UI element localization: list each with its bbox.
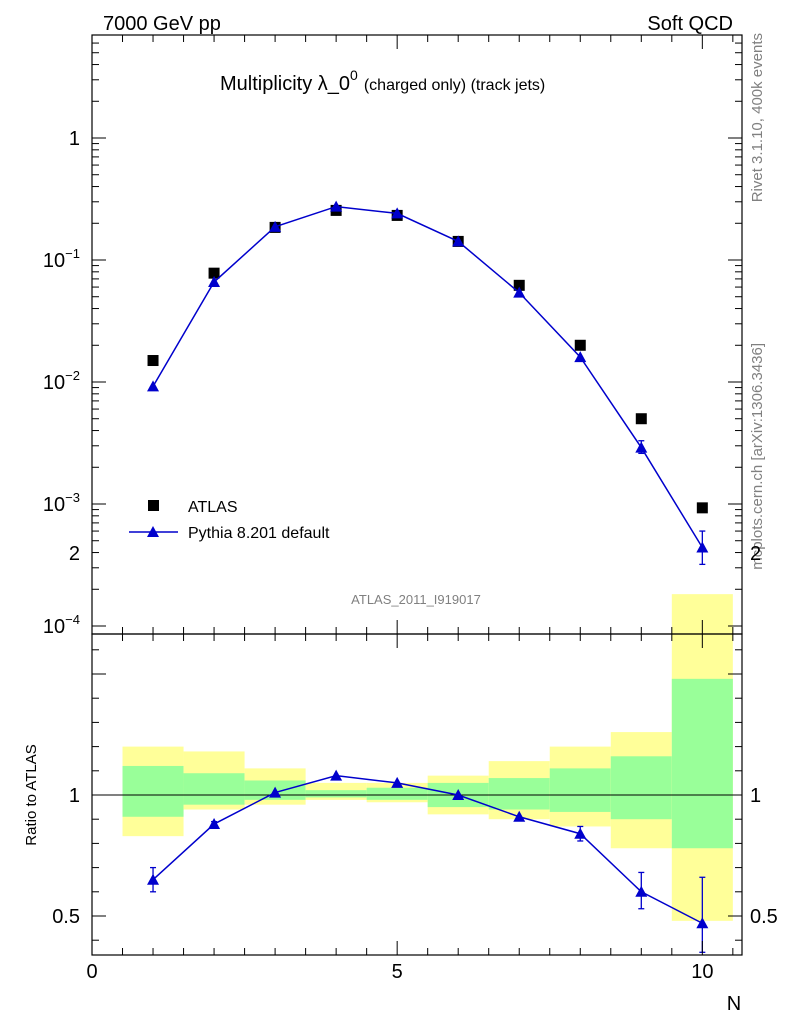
ratio-band-stat-8: [549, 768, 611, 812]
pythia-point-5: [391, 207, 404, 219]
ratio-point-10: [696, 917, 709, 929]
pythia-point-8: [574, 351, 587, 363]
axis-ticks: [91, 35, 742, 955]
y-tick-label-main: 1: [69, 128, 80, 150]
ratio-point-9: [635, 885, 648, 897]
plot-title: Multiplicity λ_00 (charged only) (track j…: [220, 67, 545, 95]
ratio-band-stat-5: [366, 787, 428, 800]
pythia-point-1: [147, 380, 160, 392]
pythia-point-9: [635, 441, 648, 453]
y-tick-label-ratio-right: 0.5: [750, 906, 778, 928]
pythia-point-4: [330, 200, 343, 212]
ratio-point-7: [513, 810, 526, 822]
y-tick-label-ratio-right: 1: [750, 785, 761, 807]
atlas-point-10: [696, 502, 708, 514]
analysis-watermark: ATLAS_2011_I919017: [351, 592, 481, 607]
y-tick-label-ratio-left: 1: [69, 785, 80, 807]
ratio-point-3: [269, 786, 282, 798]
ratio-point-6: [452, 789, 465, 800]
atlas-point-7: [513, 279, 525, 291]
y-tick-label-main: 10−3: [43, 490, 80, 516]
y-tick-label-main: 10−1: [43, 246, 80, 272]
axis-tick-labels: 0 5 10 10−4 10−3 10−2 10−1 1 0.5 0.5 1 1 2 2: [43, 128, 778, 983]
y-tick-label-main: 10−4: [43, 612, 80, 638]
x-axis-label: N: [727, 993, 741, 1015]
main-panel-series: [147, 200, 709, 566]
ratio-band-stat-1: [122, 765, 184, 817]
ratio-band-stat-4: [305, 790, 367, 798]
legend: ATLAS Pythia 8.201 default: [129, 499, 330, 542]
legend-atlas-label: ATLAS: [188, 499, 238, 516]
y-tick-label-ratio-right: 2: [750, 543, 761, 565]
ratio-series: [147, 769, 709, 953]
legend-pythia-label: Pythia 8.201 default: [188, 525, 330, 542]
ratio-point-8: [574, 827, 587, 839]
atlas-point-9: [635, 413, 647, 425]
atlas-point-2: [208, 267, 220, 279]
title-sub: (charged only) (track jets): [364, 77, 545, 94]
ratio-band-stat-2: [183, 773, 245, 805]
ratio-pythia-line: [152, 774, 703, 924]
x-tick-label-5: 5: [392, 961, 403, 983]
title-main: Multiplicity λ_0: [220, 73, 350, 95]
pythia-point-2: [208, 276, 221, 288]
header-right: Soft QCD: [647, 13, 733, 35]
atlas-point-8: [574, 339, 586, 351]
ratio-band-stat-9: [610, 756, 672, 820]
ratio-point-4: [330, 769, 343, 781]
pythia-point-6: [452, 235, 465, 247]
x-tick-label-0: 0: [86, 961, 97, 983]
ratio-band-stat-7: [488, 778, 550, 810]
header-left: 7000 GeV pp: [103, 13, 221, 35]
atlas-point-1: [147, 355, 159, 367]
y-tick-label-ratio-left: 2: [69, 543, 80, 565]
ratio-point-1: [147, 873, 160, 885]
pythia-point-3: [269, 220, 282, 232]
rivet-label: Rivet 3.1.10, 400k events: [749, 33, 766, 202]
x-tick-label-10: 10: [691, 961, 713, 983]
main-panel-frame: [91, 34, 743, 635]
legend-pythia-marker: [147, 526, 159, 537]
legend-atlas-marker: [148, 500, 159, 511]
pythia-line: [152, 205, 703, 548]
pythia-point-7: [513, 286, 526, 298]
mcplots-label: mcplots.cern.ch [arXiv:1306.3436]: [749, 343, 766, 570]
ratio-band-stat-10: [671, 678, 733, 849]
ratio-point-2: [208, 818, 221, 830]
title-sup: 0: [350, 67, 358, 83]
ratio-bands: [122, 594, 733, 921]
ratio-point-5: [391, 776, 404, 788]
y-tick-label-ratio-left: 0.5: [52, 906, 80, 928]
ratio-axis-label: Ratio to ATLAS: [23, 744, 40, 845]
pythia-point-10: [696, 541, 709, 553]
y-tick-label-main: 10−2: [43, 368, 80, 394]
